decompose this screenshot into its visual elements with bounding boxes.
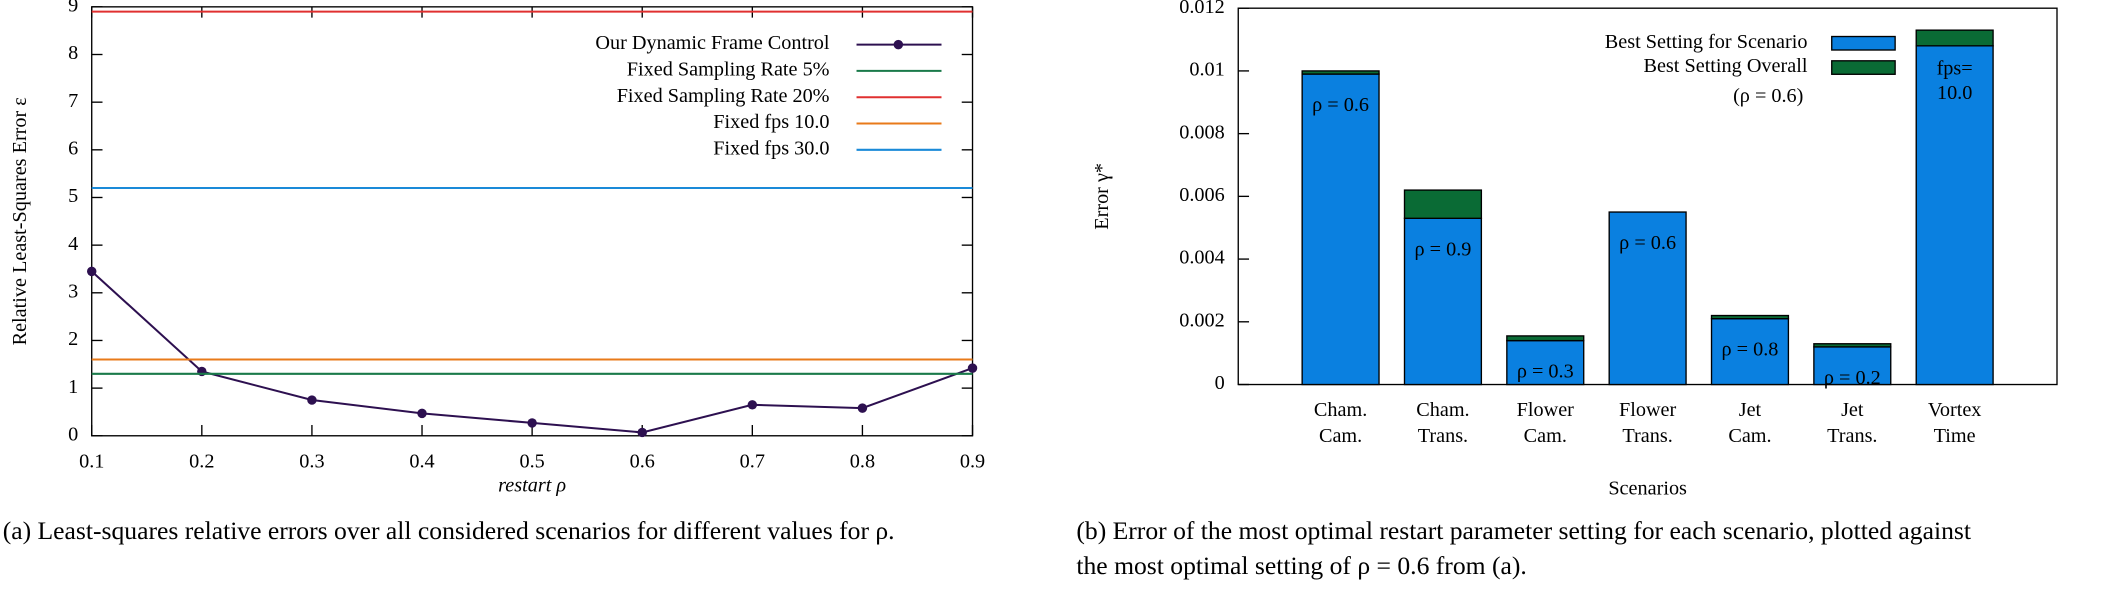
bar-label: ρ = 0.6	[1312, 94, 1369, 116]
annotation: (ρ = 0.6)	[1733, 85, 1803, 107]
legend-label: Fixed fps 30.0	[713, 137, 829, 159]
y-tick-label: 9	[68, 0, 78, 16]
x-tick-label: 0.4	[409, 450, 434, 472]
y-tick-label: 7	[68, 90, 78, 112]
x-tick-label: Trans.	[1622, 425, 1672, 447]
bar-label: fps=	[1937, 58, 1973, 80]
bar-label: 10.0	[1937, 82, 1972, 104]
x-tick-label: Vortex	[1928, 399, 1982, 421]
bar-segment	[1403, 217, 1483, 386]
bar-label: ρ = 0.6	[1619, 232, 1676, 254]
data-point	[747, 400, 758, 410]
legend-swatch	[1831, 35, 1896, 51]
x-tick-label: 0.7	[740, 450, 765, 472]
y-tick-label: 6	[68, 137, 78, 159]
y-tick-label: 3	[68, 280, 78, 302]
bar-segment	[1301, 73, 1380, 386]
x-tick-label: Flower	[1517, 399, 1575, 421]
data-line	[91, 270, 973, 434]
bar-segment	[1915, 45, 1994, 386]
y-axis-label: Relative Least-Squares Error ε	[9, 97, 31, 345]
x-tick-label: Trans.	[1827, 425, 1877, 447]
x-tick-label: Cham.	[1416, 399, 1469, 421]
bar-segment	[1813, 346, 1892, 386]
y-tick-label: 0.004	[1179, 247, 1225, 269]
x-tick-label: Jet	[1841, 399, 1864, 421]
x-tick-label: 0.1	[79, 450, 104, 472]
bar-segment	[1915, 29, 1994, 47]
x-tick-label: Jet	[1739, 399, 1762, 421]
y-tick-label: 0.012	[1179, 0, 1225, 18]
x-tick-label: 0.5	[519, 450, 544, 472]
y-tick-label: 0.006	[1179, 184, 1225, 206]
data-point	[637, 427, 647, 438]
y-tick-label: 8	[68, 42, 78, 64]
legend-label: Fixed Sampling Rate 5%	[627, 59, 830, 81]
bar-segment	[1301, 70, 1380, 75]
legend-label: Our Dynamic Frame Control	[595, 32, 830, 54]
x-tick-label: Cam.	[1524, 425, 1567, 447]
y-tick-label: 0.008	[1179, 121, 1225, 143]
data-point	[417, 408, 427, 419]
legend-label: Best Setting for Scenario	[1605, 31, 1808, 53]
x-tick-label: Cam.	[1728, 425, 1771, 447]
bar-segment	[1813, 343, 1892, 348]
x-tick-label: Flower	[1619, 399, 1677, 421]
bar-label: ρ = 0.9	[1414, 238, 1471, 260]
y-tick-label: 1	[68, 376, 78, 398]
legend-label: Fixed fps 10.0	[713, 111, 829, 133]
caption: (b) Error of the most optimal restart pa…	[1076, 516, 1971, 545]
plot-frame	[91, 6, 974, 437]
data-point	[527, 418, 537, 428]
y-axis-label: Error γ*	[1091, 163, 1113, 230]
legend-marker	[893, 39, 904, 50]
data-point	[307, 395, 317, 405]
x-tick-label: 0.2	[189, 450, 214, 472]
bar-label: ρ = 0.2	[1824, 367, 1881, 389]
y-tick-label: 0.01	[1189, 59, 1224, 81]
x-tick-label: 0.6	[630, 450, 655, 472]
caption: (a) Least-squares relative errors over a…	[3, 516, 895, 545]
x-tick-label: Cam.	[1319, 425, 1362, 447]
y-tick-label: 0.002	[1179, 309, 1225, 331]
x-axis-label: Scenarios	[1608, 477, 1687, 499]
y-tick-label: 5	[68, 185, 78, 207]
bar-segment	[1506, 335, 1585, 342]
y-tick-label: 0	[68, 423, 78, 445]
caption: the most optimal setting of ρ = 0.6 from…	[1076, 551, 1526, 580]
bar-segment	[1710, 317, 1790, 386]
legend-label: Fixed Sampling Rate 20%	[617, 85, 830, 107]
bar-segment	[1710, 314, 1790, 320]
bar-label: ρ = 0.3	[1517, 361, 1574, 383]
data-point	[857, 403, 868, 413]
y-tick-label: 4	[68, 233, 78, 255]
x-tick-label: 0.3	[299, 450, 324, 472]
legend-swatch	[1831, 60, 1896, 75]
x-tick-label: Trans.	[1418, 425, 1468, 447]
x-tick-label: Cham.	[1314, 399, 1367, 421]
bar-segment	[1608, 211, 1687, 386]
x-axis-label: restart ρ	[498, 475, 566, 497]
data-point	[87, 266, 97, 277]
y-tick-label: 2	[68, 328, 78, 350]
x-tick-label: 0.9	[960, 450, 985, 472]
y-tick-label: 0	[1215, 372, 1225, 394]
x-tick-label: 0.8	[850, 450, 875, 472]
bar-segment	[1506, 339, 1585, 386]
data-point	[967, 363, 978, 373]
legend-label: Best Setting Overall	[1643, 55, 1807, 77]
bar-label: ρ = 0.8	[1722, 339, 1779, 361]
bar-segment	[1403, 189, 1483, 219]
x-tick-label: Time	[1934, 425, 1976, 447]
